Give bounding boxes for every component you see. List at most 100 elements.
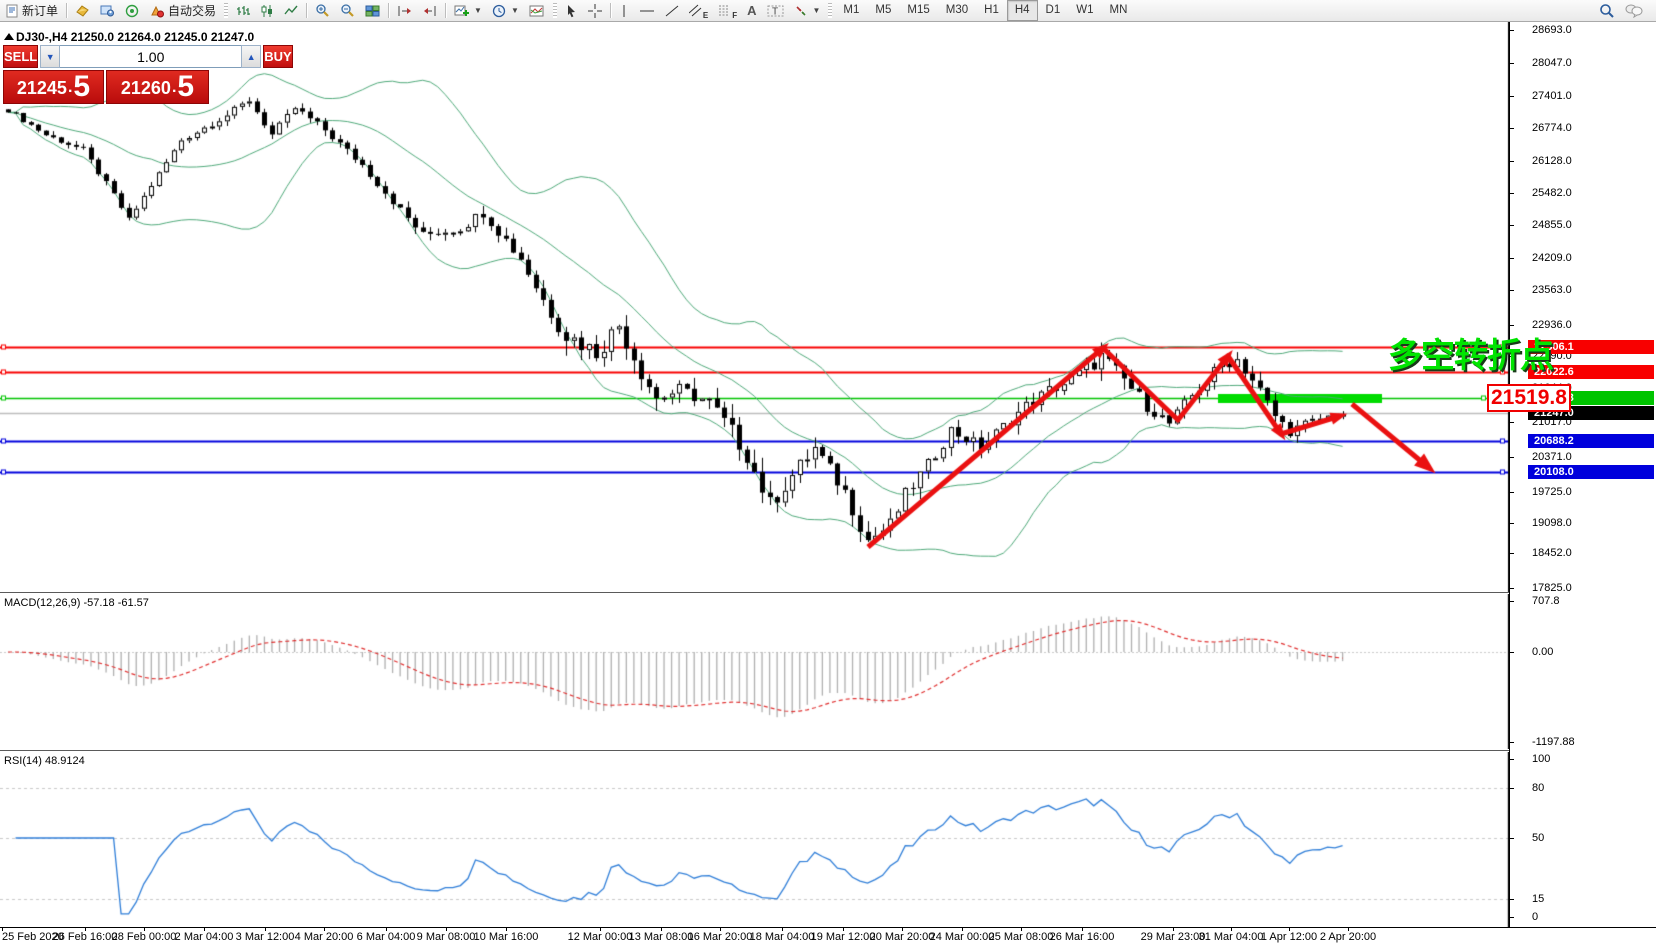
- time-axis[interactable]: 25 Feb 2020 26 Feb 16:00 28 Feb 00:00 2 Mar…: [0, 927, 1656, 944]
- tile-windows-button[interactable]: [360, 1, 385, 20]
- sell-button[interactable]: SELL: [3, 45, 39, 68]
- indicator-tick-mark: [1510, 899, 1514, 900]
- price-tick-label: 19098.0: [1532, 517, 1572, 529]
- rsi-indicator-panel[interactable]: [0, 752, 1509, 927]
- bar-chart-icon: [237, 5, 251, 15]
- time-tick-mark: [1021, 928, 1022, 931]
- new-order-label: 新订单: [22, 4, 59, 18]
- zoom-in-button[interactable]: [310, 1, 335, 20]
- price-tick-label: 28047.0: [1532, 57, 1572, 69]
- timeframe-button-m1[interactable]: M1: [843, 4, 860, 16]
- price-tick-mark: [1510, 492, 1514, 493]
- volume-up-button[interactable]: ▲: [241, 45, 262, 68]
- toolbar-separator: [609, 3, 611, 18]
- buy-button[interactable]: BUY: [263, 45, 293, 68]
- chat-button[interactable]: [1620, 1, 1648, 20]
- price-tick-mark: [1510, 128, 1514, 129]
- buy-price-pip: 5: [177, 70, 195, 103]
- price-tick-label: 20371.0: [1532, 451, 1572, 463]
- time-tick-label: 4 Mar 20:00: [294, 931, 354, 943]
- price-tick-label: 26128.0: [1532, 155, 1572, 167]
- timeframe-button-m5[interactable]: M5: [875, 4, 892, 16]
- line-chart-button[interactable]: [279, 1, 303, 20]
- time-tick-label: 26 Mar 16:00: [1049, 931, 1115, 943]
- time-tick-mark: [386, 928, 387, 931]
- text-label-icon: T: [767, 5, 783, 17]
- volume-input[interactable]: [60, 45, 242, 68]
- indicator-scale-label: 80: [1532, 782, 1545, 794]
- indicator-scale-label: -1197.88: [1532, 736, 1575, 748]
- terminal-button[interactable]: [95, 1, 120, 20]
- zoom-out-button[interactable]: [335, 1, 360, 20]
- text-button[interactable]: A: [742, 1, 761, 20]
- candlestick-chart-button[interactable]: [255, 1, 279, 20]
- search-button[interactable]: [1594, 1, 1620, 20]
- price-tick-mark: [1510, 225, 1514, 226]
- autotrading-button[interactable]: 自动交易: [145, 1, 221, 20]
- indicator-scale-label: 50: [1532, 832, 1545, 844]
- indicator-tick-mark: [1510, 917, 1514, 918]
- text-label-button[interactable]: T: [762, 1, 789, 20]
- new-order-button[interactable]: 新订单: [0, 1, 63, 20]
- timeframe-button-h1[interactable]: H1: [984, 4, 999, 16]
- vertical-line-button[interactable]: [614, 1, 634, 20]
- strategy-tester-button[interactable]: [120, 1, 145, 20]
- time-tick-mark: [962, 928, 963, 931]
- time-tick-label: 12 Mar 00:00: [567, 931, 633, 943]
- chart-shift-button[interactable]: [392, 1, 417, 20]
- volume-down-button[interactable]: ▼: [40, 45, 61, 68]
- horizontal-line-button[interactable]: [634, 1, 660, 20]
- time-tick-mark: [85, 928, 86, 931]
- toolbar-separator: [445, 3, 447, 18]
- indicator-tick-mark: [1510, 742, 1514, 743]
- timeframe-button-m15[interactable]: M15: [907, 4, 930, 16]
- arrows-tool-button[interactable]: ▼: [789, 1, 826, 20]
- panel-divider[interactable]: [0, 592, 1656, 593]
- fibonacci-icon: [719, 5, 730, 16]
- price-tick-mark: [1510, 553, 1514, 554]
- new-chart-button[interactable]: ▼: [449, 1, 487, 20]
- price-tick-label: 23563.0: [1532, 284, 1572, 296]
- timeframe-button-w1[interactable]: W1: [1076, 4, 1094, 16]
- time-tick-mark: [661, 928, 662, 931]
- toolbar: 新订单 自动交易: [0, 0, 1656, 22]
- price-tick-mark: [1510, 290, 1514, 291]
- time-tick-mark: [1082, 928, 1083, 931]
- time-tick-mark: [720, 928, 721, 931]
- equidistant-channel-button[interactable]: E: [684, 1, 713, 20]
- buy-price-display: 21260. 5: [106, 70, 209, 104]
- time-tick-label: 10 Mar 16:00: [473, 931, 539, 943]
- price-tick-mark: [1510, 457, 1514, 458]
- time-tick-label: 2 Mar 04:00: [174, 931, 234, 943]
- timeframe-button-d1[interactable]: D1: [1045, 4, 1061, 16]
- price-tick-label: 28693.0: [1532, 24, 1572, 36]
- collapse-arrow-icon[interactable]: [4, 33, 14, 40]
- macd-indicator-panel[interactable]: [0, 594, 1509, 749]
- toolbar-grip: [828, 3, 833, 18]
- time-tick-label: 6 Mar 04:00: [356, 931, 416, 943]
- auto-scroll-button[interactable]: [417, 1, 442, 20]
- panel-divider[interactable]: [0, 750, 1656, 751]
- timeframe-button-m30[interactable]: M30: [945, 4, 969, 16]
- timeframe-button-h4[interactable]: H4: [1006, 0, 1038, 21]
- zoom-out-icon: [341, 4, 354, 17]
- crosshair-button[interactable]: [583, 1, 607, 20]
- time-tick-label: 25 Mar 08:00: [988, 931, 1054, 943]
- arrows-tool-icon: [795, 5, 806, 16]
- metaeditor-button[interactable]: [70, 1, 95, 20]
- time-tick-label: 26 Feb 16:00: [52, 931, 118, 943]
- svg-text:T: T: [772, 6, 778, 17]
- cursor-button[interactable]: [560, 1, 583, 20]
- time-tick-label: 18 Mar 04:00: [749, 931, 815, 943]
- main-price-chart[interactable]: [0, 22, 1509, 592]
- toolbar-separator: [66, 3, 68, 18]
- timeframe-button-mn[interactable]: MN: [1109, 4, 1128, 16]
- level-price-label: 21519.8: [1487, 384, 1571, 412]
- trendline-button[interactable]: [660, 1, 684, 20]
- fibonacci-button[interactable]: F: [713, 1, 742, 20]
- templates-button[interactable]: [524, 1, 550, 20]
- indicator-tick-mark: [1510, 759, 1514, 760]
- bar-chart-button[interactable]: [231, 1, 255, 20]
- periods-button[interactable]: ▼: [487, 1, 524, 20]
